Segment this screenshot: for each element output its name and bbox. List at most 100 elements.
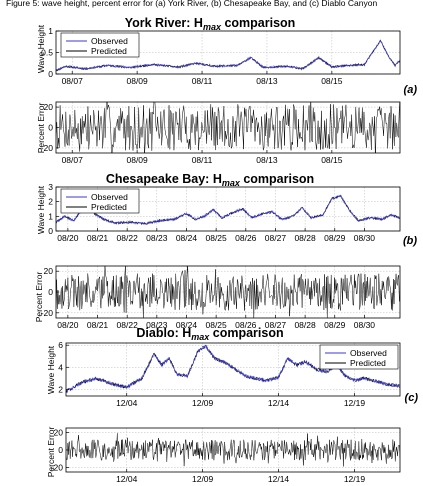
- y-tick-label: 0: [48, 226, 53, 236]
- x-tick-label: 08/26: [235, 233, 257, 243]
- x-tick-label: 08/22: [117, 320, 139, 330]
- x-tick-label: 08/29: [324, 233, 346, 243]
- legend-box: [319, 344, 399, 370]
- y-tick-label: 20: [44, 102, 54, 112]
- chesapeake-title: Chesapeake Bay: Hmax comparison: [106, 172, 314, 188]
- x-tick-label: 08/23: [146, 320, 168, 330]
- x-tick-label: 08/20: [57, 320, 79, 330]
- y-tick-label: 3: [48, 182, 53, 192]
- y-tick-label: 1: [48, 211, 53, 221]
- legend-label-predicted: Predicted: [91, 202, 127, 212]
- percent-error-line: [56, 102, 400, 153]
- observed-series-line: [56, 194, 400, 225]
- legend-label-observed: Observed: [91, 36, 128, 46]
- y-tick-label: 20: [44, 266, 54, 276]
- legend-box: [60, 188, 140, 214]
- york-height-y-label: Wave Height: [36, 24, 46, 73]
- y-tick-label: -20: [51, 463, 64, 473]
- y-tick-label: -20: [41, 143, 54, 153]
- x-tick-label: 08/28: [294, 320, 316, 330]
- x-tick-label: 08/24: [176, 320, 198, 330]
- x-tick-label: 08/13: [256, 76, 278, 86]
- x-tick-label: 08/25: [205, 320, 227, 330]
- axes-frame: [65, 342, 401, 397]
- y-tick-label: 0: [58, 445, 63, 455]
- percent-error-line: [56, 266, 400, 318]
- chesapeake-error-panel: Percent Error 08/20 08/21 08/22 08/23 08/24 0…: [34, 265, 401, 330]
- x-tick-label: 08/30: [354, 320, 376, 330]
- x-tick-label: 08/07: [62, 76, 84, 86]
- x-tick-label: 08/21: [87, 320, 109, 330]
- x-tick-label: 08/15: [321, 155, 343, 165]
- x-tick-label: 08/11: [192, 76, 213, 86]
- panel-b-label: (b): [403, 235, 417, 247]
- chesapeake-height-panel: Chesapeake Bay: Hmax comparison Wave Hei…: [36, 172, 417, 247]
- x-tick-label: 08/30: [354, 233, 376, 243]
- legend-label-predicted: Predicted: [91, 46, 127, 56]
- york-river-title: York River: Hmax comparison: [125, 16, 296, 32]
- legend-label-predicted: Predicted: [350, 358, 386, 368]
- x-tick-label: 08/20: [57, 233, 79, 243]
- x-tick-label: 08/23: [146, 233, 168, 243]
- x-tick-label: 08/11: [192, 155, 213, 165]
- legend-box: [60, 32, 140, 58]
- observed-series-line: [66, 345, 400, 394]
- x-tick-label: 08/09: [126, 76, 148, 86]
- y-tick-label: 2: [58, 384, 63, 394]
- y-tick-label: 4: [58, 362, 63, 372]
- diablo-height-panel: Diablo: Hmax comparison Wave Height (c) …: [46, 326, 418, 408]
- y-tick-label: 0.5: [41, 48, 53, 58]
- y-tick-label: 20: [54, 427, 64, 437]
- x-tick-label: 12/14: [268, 398, 290, 408]
- diablo-height-y-label: Wave Height: [46, 345, 56, 394]
- x-tick-label: 08/29: [324, 320, 346, 330]
- x-tick-label: 08/09: [126, 155, 148, 165]
- y-tick-label: 0: [48, 69, 53, 79]
- x-tick-label: 08/07: [62, 155, 84, 165]
- diablo-error-y-label: Percent Error: [46, 427, 56, 478]
- x-tick-label: 08/22: [117, 233, 139, 243]
- x-tick-label: 08/25: [205, 233, 227, 243]
- diablo-error-panel: Percent Error 12/04 12/09 12/14 12/19 -20 0 20: [46, 427, 401, 484]
- chesapeake-error-y-label: Percent Error: [34, 272, 44, 323]
- panel-c-label: (c): [405, 392, 419, 404]
- legend-label-observed: Observed: [91, 192, 128, 202]
- x-tick-label: 08/27: [265, 320, 287, 330]
- x-tick-label: 12/09: [192, 398, 214, 408]
- x-tick-label: 08/21: [87, 233, 109, 243]
- york-error-y-label: Percent Error: [36, 103, 46, 154]
- percent-error-line: [66, 433, 400, 467]
- legend-label-observed: Observed: [350, 348, 387, 358]
- chesapeake-height-y-label: Wave Height: [36, 185, 46, 234]
- y-tick-label: 2: [48, 197, 53, 207]
- figure-header: Figure 5: wave height, percent error for…: [6, 0, 377, 8]
- x-tick-label: 08/26: [235, 320, 257, 330]
- x-tick-label: 08/28: [294, 233, 316, 243]
- axes-frame: [55, 186, 401, 232]
- x-tick-label: 12/19: [344, 398, 366, 408]
- y-tick-label: -20: [41, 308, 54, 318]
- diablo-title: Diablo: Hmax comparison: [136, 326, 283, 342]
- y-tick-label: 1: [48, 26, 53, 36]
- y-tick-label: 0: [48, 123, 53, 133]
- x-tick-label: 08/24: [176, 233, 198, 243]
- y-tick-label: 6: [58, 340, 63, 350]
- x-tick-label: 08/27: [265, 233, 287, 243]
- axes-frame: [65, 427, 401, 473]
- x-tick-label: 08/13: [256, 155, 278, 165]
- x-tick-label: 08/15: [321, 76, 343, 86]
- x-tick-label: 12/09: [192, 474, 214, 484]
- x-tick-label: 12/19: [344, 474, 366, 484]
- york-river-height-panel: York River: Hmax comparison Wave Height …: [36, 16, 417, 96]
- panel-a-label: (a): [404, 84, 418, 96]
- y-tick-label: 0: [48, 287, 53, 297]
- x-tick-label: 12/04: [116, 398, 138, 408]
- observed-series-line: [56, 40, 400, 72]
- york-river-error-panel: Percent Error 08/07 08/09 08/11 08/13 08/15 -…: [36, 101, 401, 165]
- x-tick-label: 12/04: [116, 474, 138, 484]
- x-tick-label: 12/14: [268, 474, 290, 484]
